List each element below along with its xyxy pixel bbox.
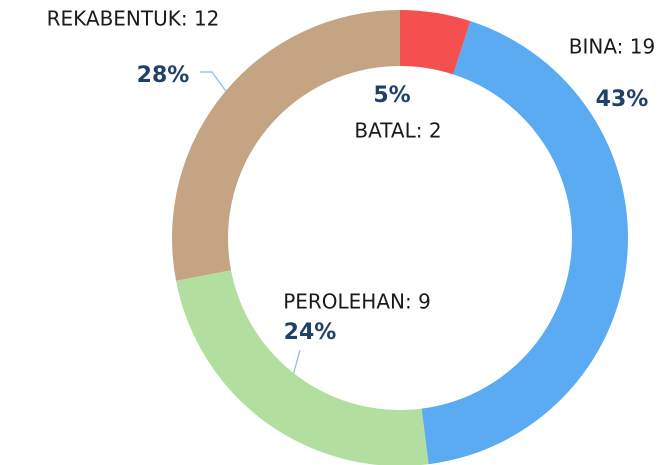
donut-slice: [176, 270, 429, 465]
donut-slice: [171, 10, 400, 281]
donut-slice: [400, 10, 471, 75]
donut-slice: [421, 21, 628, 465]
percent-label: 43%: [596, 87, 649, 112]
percent-label: 28%: [137, 63, 190, 88]
percent-label: 5%: [373, 83, 410, 108]
slice-label: BATAL: 2: [354, 119, 441, 143]
percent-label: 24%: [284, 320, 337, 345]
slice-label: PEROLEHAN: 9: [283, 290, 431, 314]
slice-label: BINA: 19: [569, 35, 655, 59]
slice-label: REKABENTUK: 12: [47, 7, 220, 31]
